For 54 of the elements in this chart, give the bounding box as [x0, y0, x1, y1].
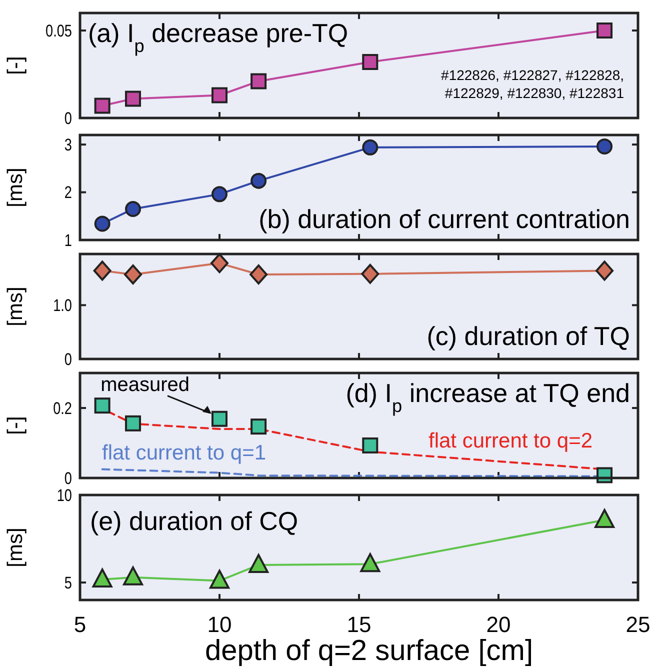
- y-tick-label: 0.05: [46, 22, 72, 41]
- point: [125, 200, 142, 217]
- point: [250, 73, 267, 90]
- x-tick-label: 20: [486, 612, 511, 637]
- point: [94, 98, 110, 114]
- point: [210, 570, 230, 589]
- series-label: flat current to q=2: [428, 429, 593, 452]
- y-tick-label: 0: [64, 110, 72, 128]
- y-axis-title: [-]: [4, 416, 27, 435]
- y-axis-title: [ms]: [4, 168, 27, 208]
- point: [362, 437, 378, 454]
- y-tick-label: 1.0: [53, 296, 72, 316]
- point: [94, 216, 110, 232]
- point: [250, 172, 267, 189]
- point: [92, 568, 112, 588]
- series-label: flat current to q=1: [102, 441, 266, 464]
- point: [94, 398, 110, 414]
- point: [362, 54, 378, 70]
- point: [596, 138, 613, 154]
- point: [125, 90, 142, 107]
- point: [125, 415, 142, 432]
- x-tick-label: 25: [626, 612, 650, 637]
- chart-title: (a) I$_{p}$ decrease pre-TQ: [88, 18, 348, 56]
- y-tick-label: 1: [64, 232, 72, 250]
- y-axis-title: [-]: [4, 56, 27, 75]
- point: [212, 410, 228, 427]
- x-tick-label: 15: [346, 612, 372, 637]
- annotation: #122829, #122830, #122831: [444, 85, 624, 101]
- point: [362, 139, 378, 156]
- y-tick-label: 2: [64, 184, 72, 203]
- point: [212, 87, 228, 104]
- y-axis-title: [ms]: [4, 286, 27, 326]
- point: [248, 554, 269, 573]
- x-axis-title: depth of q=2 surface [cm]: [204, 635, 534, 667]
- y-tick-label: 5: [64, 574, 72, 593]
- annotation: measured: [100, 374, 190, 396]
- point: [123, 566, 144, 586]
- text: (c) duration of TQ: [426, 321, 630, 351]
- point: [594, 509, 615, 528]
- point: [360, 553, 380, 572]
- chart-title: (d) I$_{p}$ increase at TQ end: [346, 378, 630, 416]
- annotation: #122826, #122827, #122828,: [441, 67, 624, 83]
- y-tick-label: 10: [56, 486, 72, 506]
- point: [212, 186, 228, 202]
- x-tick-label: 10: [207, 612, 232, 637]
- y-axis-title: [ms]: [4, 528, 27, 568]
- point: [596, 22, 613, 38]
- chart-title: (e) duration of CQ: [90, 506, 298, 536]
- point: [250, 418, 267, 435]
- y-tick-label: 3: [64, 136, 72, 155]
- y-tick-label: 0.2: [53, 400, 72, 418]
- y-tick-label: 0: [64, 470, 72, 488]
- text: (b) duration of current contration: [258, 204, 630, 234]
- y-tick-label: 0: [64, 350, 72, 370]
